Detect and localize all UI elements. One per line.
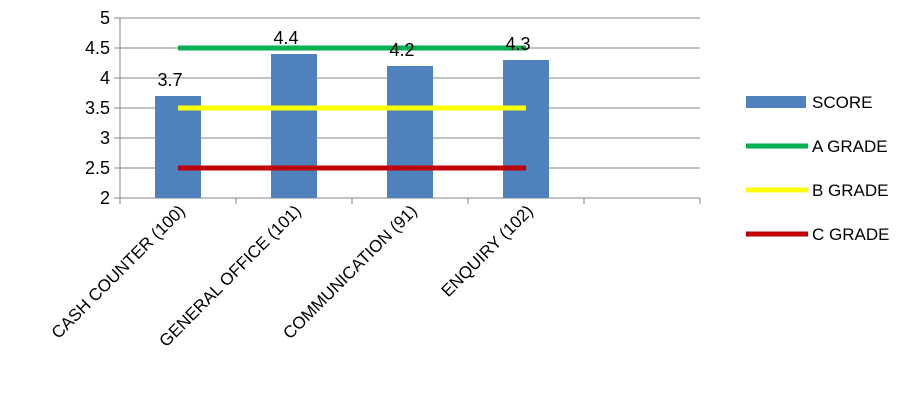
y-tick-label: 2.5 (85, 158, 110, 178)
x-tick-label: ENQUIRY (102) (438, 201, 537, 300)
bar-layer (155, 54, 549, 198)
y-tick-label: 3 (100, 128, 110, 148)
legend-swatch (746, 96, 806, 108)
data-label: 3.7 (157, 70, 182, 90)
data-label: 4.2 (389, 40, 414, 60)
x-tick-label: COMMUNICATION (91) (279, 201, 420, 342)
legend-layer: SCORE A GRADE B GRADE C GRADE (746, 93, 889, 244)
bar (503, 60, 549, 198)
legend-label: SCORE (812, 93, 872, 112)
y-tick-label: 4.5 (85, 38, 110, 58)
label-layer: 3.7 4.4 4.2 4.3 (157, 28, 530, 90)
bar (155, 96, 201, 198)
data-label: 4.3 (505, 34, 530, 54)
y-tick-label: 4 (100, 68, 110, 88)
bar (387, 66, 433, 198)
y-tick-label: 5 (100, 8, 110, 28)
y-tick-label: 2 (100, 188, 110, 208)
bar (271, 54, 317, 198)
legend-label: B GRADE (812, 181, 889, 200)
y-tick-label: 3.5 (85, 98, 110, 118)
data-label: 4.4 (273, 28, 298, 48)
legend-label: A GRADE (812, 137, 888, 156)
line-layer (178, 45, 526, 171)
x-tick-label: CASH COUNTER (100) (48, 201, 189, 342)
legend-label: C GRADE (812, 225, 889, 244)
